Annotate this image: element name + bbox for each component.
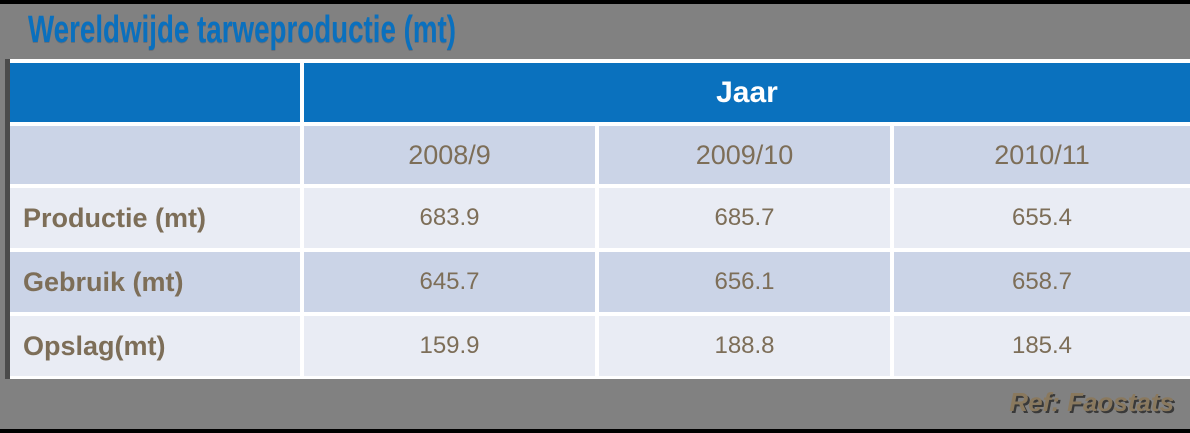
value-productie-2008-9: 683.9 bbox=[304, 188, 595, 248]
value-opslag-2010-11: 185.4 bbox=[894, 316, 1190, 376]
value-gebruik-2009-10: 656.1 bbox=[599, 252, 890, 312]
table-corner-cell bbox=[10, 63, 300, 122]
wheat-production-table: Jaar 2008/9 2009/10 2010/11 Productie (m… bbox=[5, 59, 1190, 379]
table-header-jaar: Jaar bbox=[304, 63, 1190, 122]
row-label-productie: Productie (mt) bbox=[10, 188, 300, 248]
slide-title: Wereldwijde tarweproductie (mt) bbox=[28, 9, 456, 51]
value-opslag-2008-9: 159.9 bbox=[304, 316, 595, 376]
value-gebruik-2010-11: 658.7 bbox=[894, 252, 1190, 312]
year-column-2010-11: 2010/11 bbox=[894, 126, 1190, 184]
year-column-2009-10: 2009/10 bbox=[599, 126, 890, 184]
value-opslag-2009-10: 188.8 bbox=[599, 316, 890, 376]
value-productie-2010-11: 655.4 bbox=[894, 188, 1190, 248]
table-grid: Jaar 2008/9 2009/10 2010/11 Productie (m… bbox=[10, 59, 1190, 379]
year-column-2008-9: 2008/9 bbox=[304, 126, 595, 184]
bottom-border-bar bbox=[0, 429, 1190, 433]
source-reference: Ref: Faostats bbox=[1009, 387, 1174, 417]
value-productie-2009-10: 685.7 bbox=[599, 188, 890, 248]
row-label-gebruik: Gebruik (mt) bbox=[10, 252, 300, 312]
top-border-bar bbox=[0, 0, 1190, 4]
value-gebruik-2008-9: 645.7 bbox=[304, 252, 595, 312]
row-label-opslag: Opslag(mt) bbox=[10, 316, 300, 376]
year-row-empty-cell bbox=[10, 126, 300, 184]
